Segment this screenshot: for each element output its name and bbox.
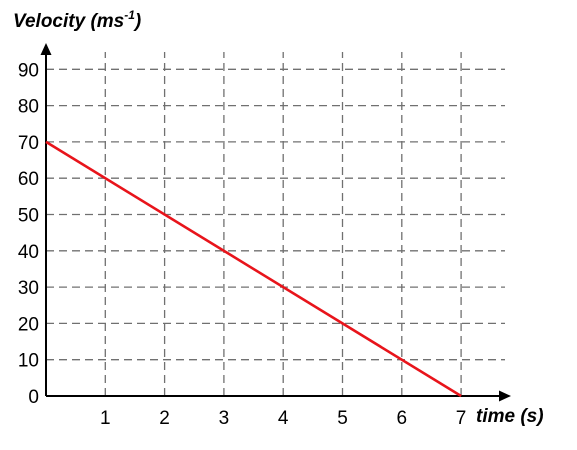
x-tick-label: 5 [337, 408, 348, 429]
x-axis-title: time (s) [476, 406, 544, 427]
y-tick-label: 0 [28, 387, 39, 408]
x-tick-label: 1 [100, 408, 111, 429]
x-axis-arrow-icon [499, 390, 511, 402]
y-tick-label: 20 [18, 314, 39, 335]
y-tick-labels: 0 10 20 30 40 50 60 70 80 90 [18, 60, 39, 408]
y-tick-label: 80 [18, 97, 39, 118]
y-axis-title: Velocity (ms-1) [13, 8, 141, 32]
x-tick-label: 4 [278, 408, 289, 429]
x-tick-label: 2 [159, 408, 170, 429]
y-tick-label: 10 [18, 351, 39, 372]
y-axis-title-suffix: ) [133, 11, 141, 32]
x-tick-label: 6 [397, 408, 408, 429]
y-axis-title-superscript: -1 [124, 8, 135, 22]
y-axis-arrow-icon [40, 43, 52, 55]
axes [40, 43, 511, 402]
x-tick-labels: 1 2 3 4 5 6 7 [100, 408, 466, 429]
y-tick-label: 40 [18, 242, 39, 263]
y-tick-label: 30 [18, 278, 39, 299]
y-axis-title-text: Velocity (ms [13, 11, 124, 32]
x-tick-label: 7 [456, 408, 467, 429]
y-tick-label: 50 [18, 206, 39, 227]
series-group [45, 140, 462, 398]
velocity-series-line [45, 140, 462, 398]
grid [46, 52, 505, 396]
y-tick-label: 90 [18, 60, 39, 81]
y-tick-label: 60 [18, 169, 39, 190]
x-tick-label: 3 [219, 408, 230, 429]
y-tick-label: 70 [18, 133, 39, 154]
